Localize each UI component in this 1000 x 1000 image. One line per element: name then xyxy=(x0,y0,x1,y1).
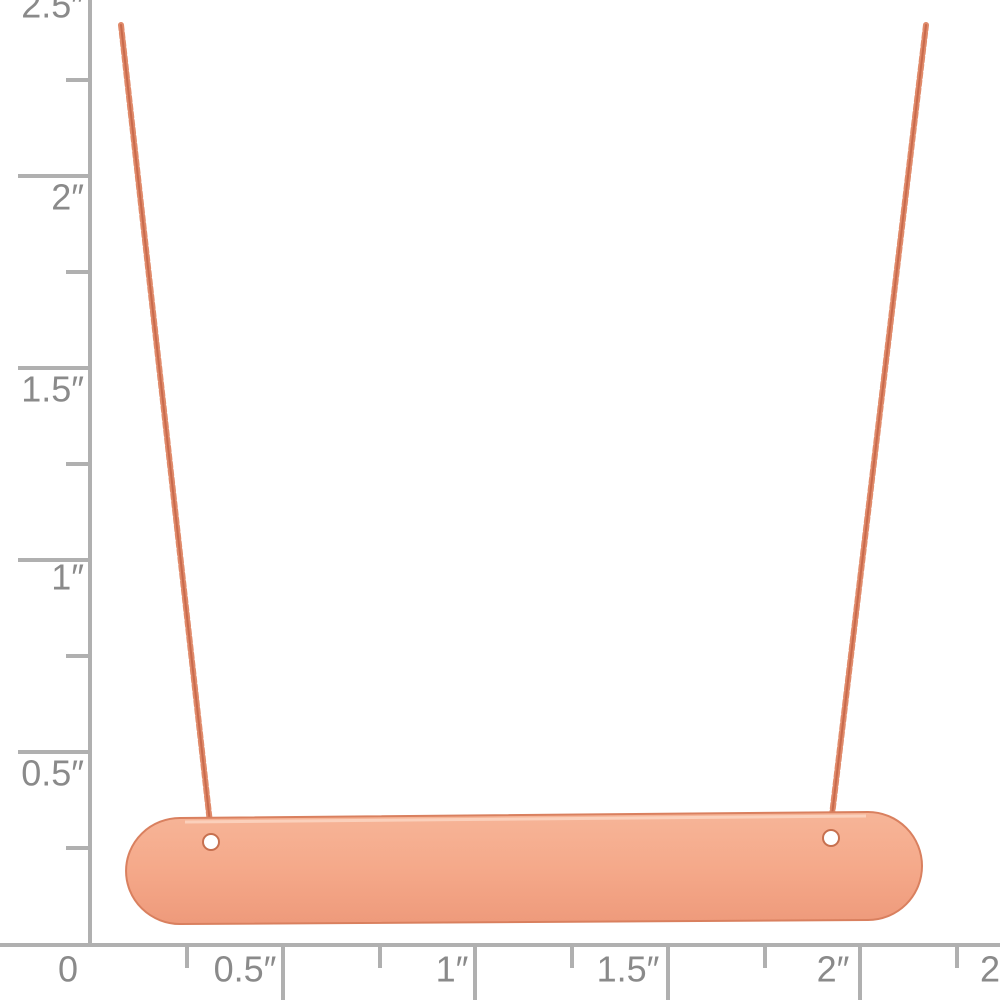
jump-hole xyxy=(202,833,220,851)
ruler-label: 2″ xyxy=(817,949,850,990)
jump-hole xyxy=(822,829,840,847)
ruler-label: 0.5″ xyxy=(21,753,84,794)
chain-left-core xyxy=(120,24,212,833)
chain-right-core xyxy=(829,24,927,833)
bar-pendant xyxy=(125,810,923,926)
ruler-label: 0.5″ xyxy=(214,949,277,990)
ruler-label: 1″ xyxy=(436,949,469,990)
ruler-label: 1″ xyxy=(51,557,84,598)
pendant-highlight xyxy=(184,814,867,824)
ruler-label: 2.5″ xyxy=(21,0,84,26)
ruler-label: 2 xyxy=(980,949,1000,990)
ruler-label: 0 xyxy=(58,949,78,990)
pendant-plate xyxy=(125,810,923,926)
ruler-label: 1.5″ xyxy=(597,949,660,990)
ruler-label: 1.5″ xyxy=(21,369,84,410)
ruler-label: 2″ xyxy=(51,177,84,218)
necklace-chain xyxy=(118,22,929,835)
